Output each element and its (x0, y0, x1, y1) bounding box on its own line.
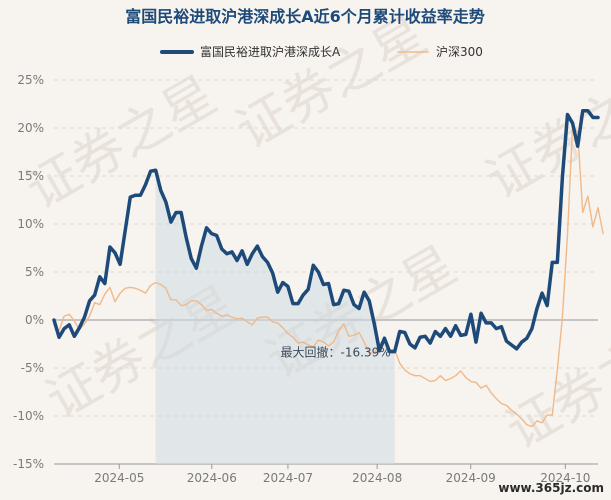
drawdown-label: 最大回撤：-16.39% (281, 344, 391, 359)
series-lines (52, 108, 604, 428)
y-tick-label: -10% (13, 409, 44, 423)
watermark-text: 证券之星 (497, 305, 611, 461)
site-watermark: www.365jz.com (498, 481, 604, 495)
watermark-text: 证券之星 (477, 55, 611, 211)
x-tick-label: 2024-06 (187, 471, 237, 485)
x-tick-label: 2024-07 (263, 471, 313, 485)
x-tick-label: 2024-05 (94, 471, 144, 485)
y-tick-label: 5% (25, 265, 44, 279)
legend: 富国民裕进取沪港深成长A 沪深300 (160, 44, 483, 59)
chart-title: 富国民裕进取沪港深成长A近6个月累计收益率走势 (125, 7, 485, 26)
y-tick-label: 20% (17, 121, 44, 135)
y-tick-label: 10% (17, 217, 44, 231)
x-axis: 2024-05 2024-06 2024-07 2024-08 2024-09 2024-… (54, 463, 598, 485)
legend-label: 沪深300 (436, 45, 483, 59)
benchmark-line (53, 125, 604, 428)
y-tick-label: -15% (13, 457, 44, 471)
x-tick-label: 2024-08 (352, 471, 402, 485)
drawdown-fill (155, 170, 395, 465)
x-tick-label: 2024-09 (446, 471, 496, 485)
y-axis: 25% 20% 15% 10% 5% 0% -5% -10% -15% (13, 73, 44, 471)
fund-line (52, 108, 600, 354)
watermark-text: 证券之星 (227, 5, 437, 161)
drawdown-area (155, 170, 395, 465)
watermark-text: 证券之星 (17, 65, 227, 221)
legend-label: 富国民裕进取沪港深成长A (200, 44, 341, 59)
y-tick-label: -5% (21, 361, 44, 375)
y-tick-label: 0% (25, 313, 44, 327)
y-tick-label: 15% (17, 169, 44, 183)
y-tick-label: 25% (17, 73, 44, 87)
x-tick-label: 2024-10 (540, 471, 590, 485)
